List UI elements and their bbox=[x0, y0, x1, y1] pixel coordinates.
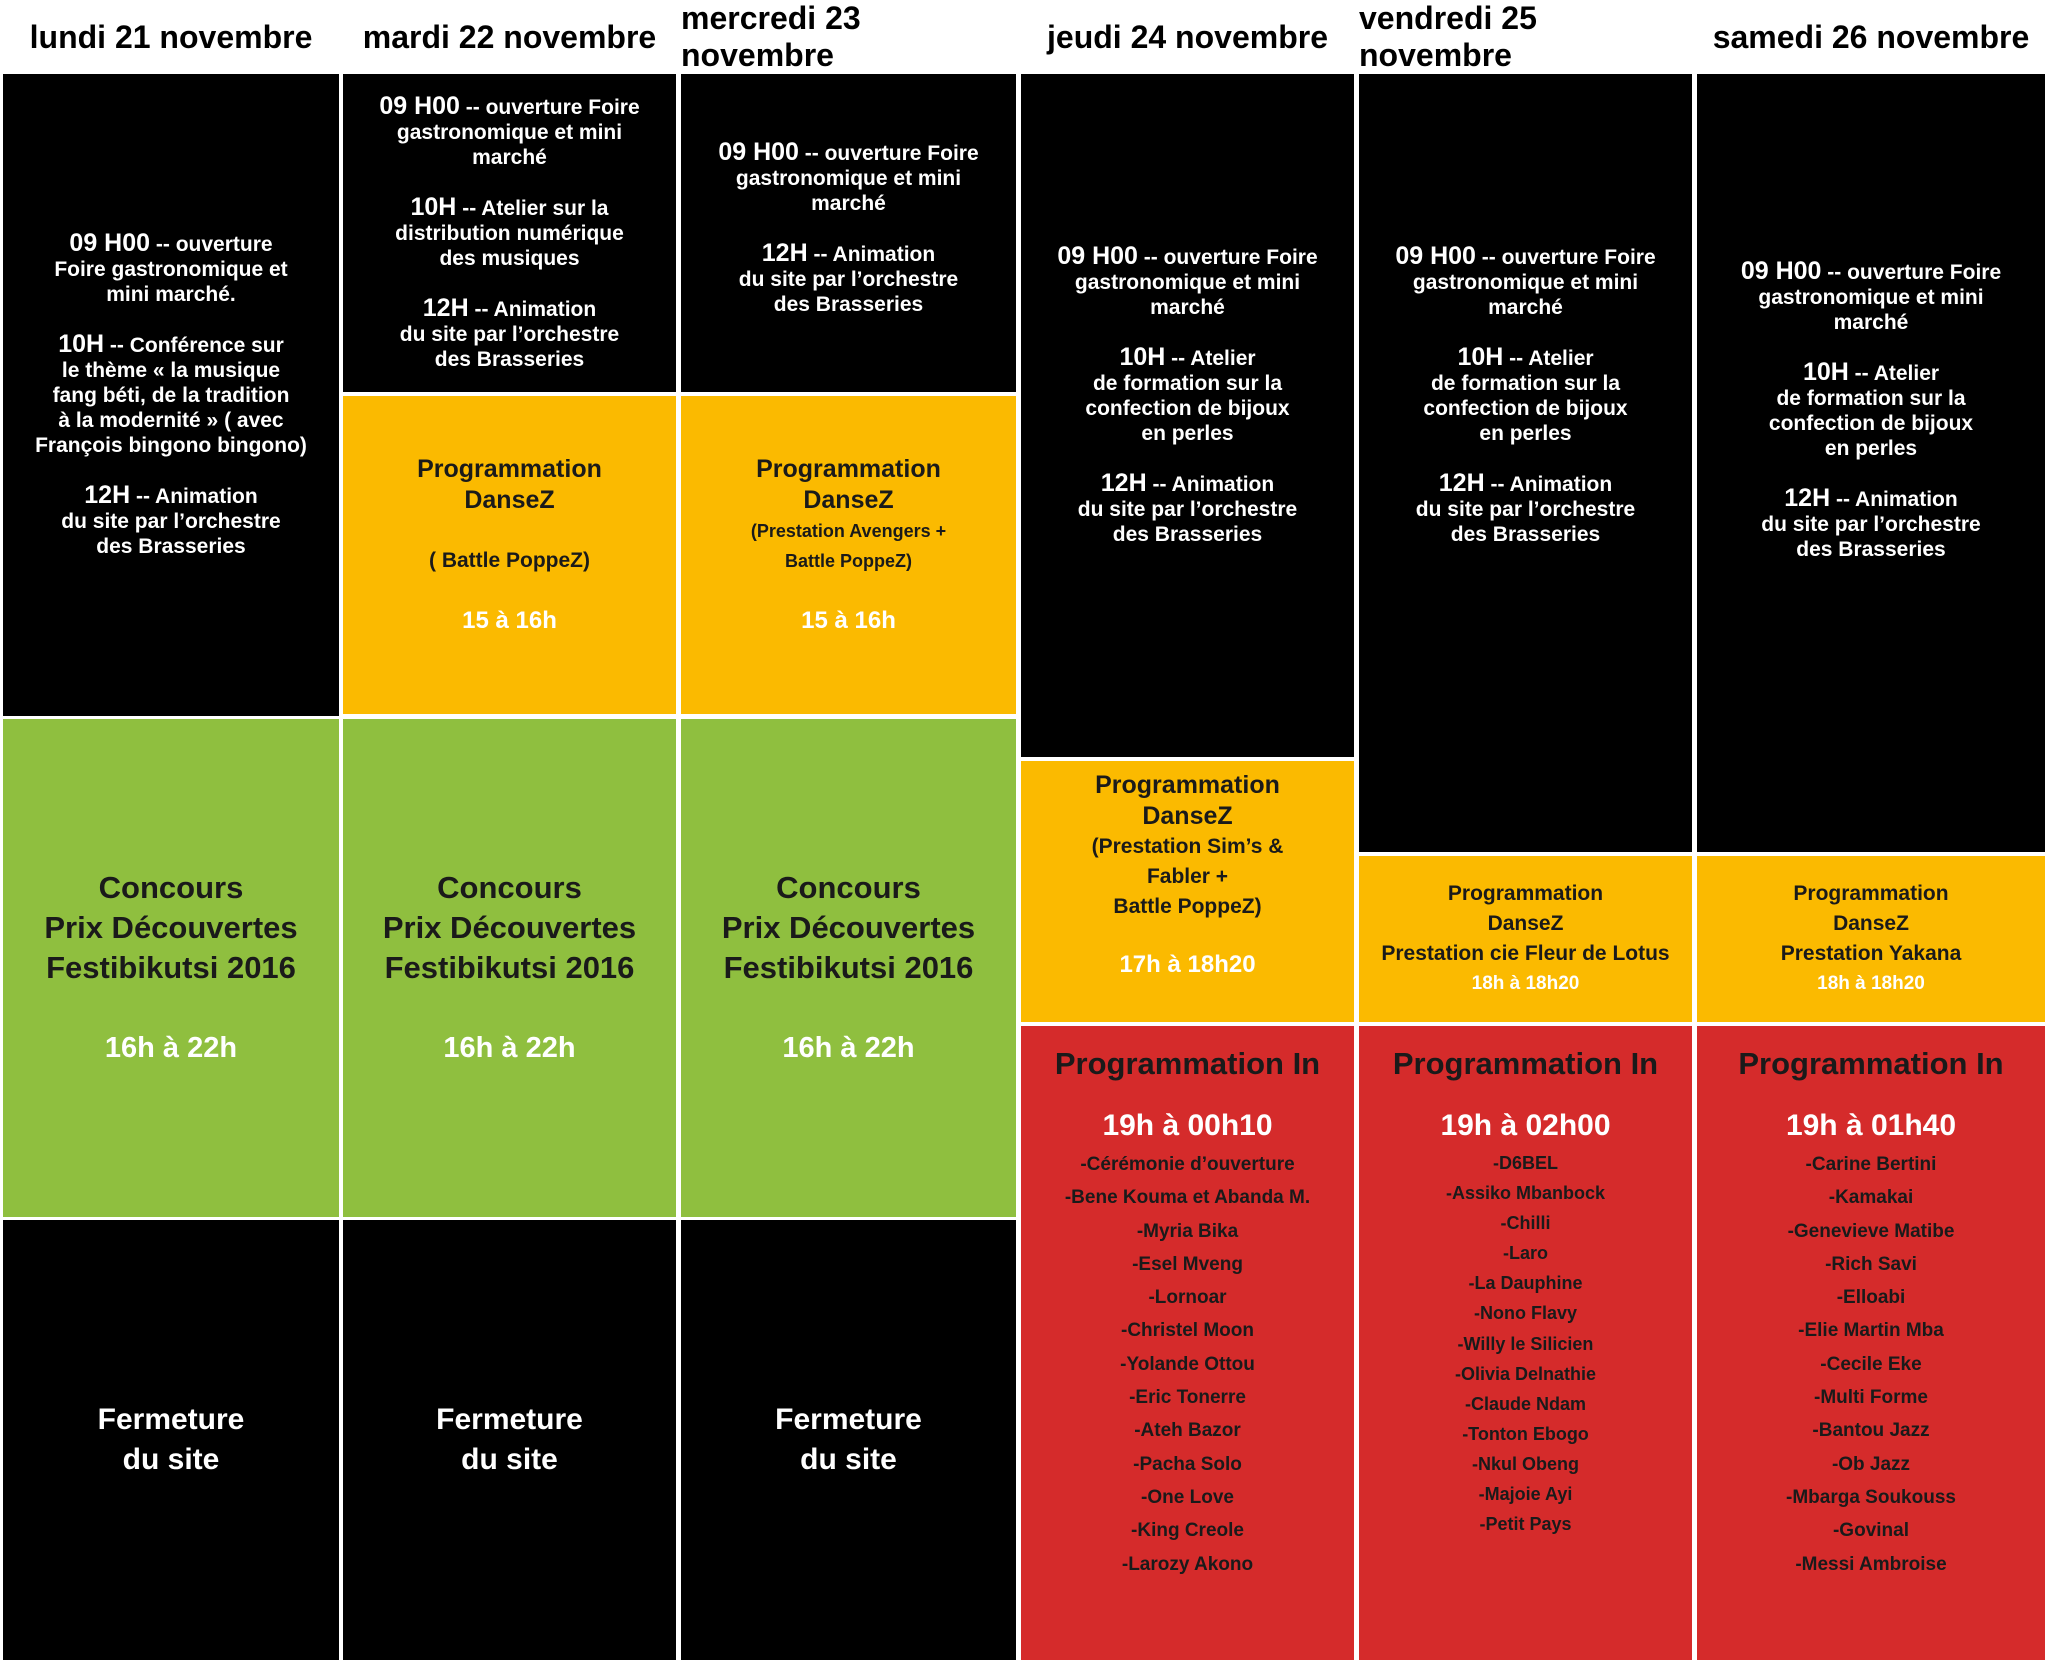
fermeture-block-wed: Fermeture du site bbox=[681, 1220, 1016, 1660]
act-item: -Bantou Jazz bbox=[1812, 1420, 1930, 1442]
act-item: -Ateh Bazor bbox=[1134, 1420, 1241, 1442]
act-item: -Carine Bertini bbox=[1805, 1154, 1937, 1175]
act-item: -Nono Flavy bbox=[1473, 1303, 1577, 1324]
morning-schedule-tue: 09 H00 -- ouverture Foire gastronomique … bbox=[343, 74, 676, 392]
morning-schedule-wed: 09 H00 -- ouverture Foire gastronomique … bbox=[681, 74, 1016, 392]
day-header-tue: mardi 22 novembre bbox=[343, 3, 676, 71]
day-header-sat: samedi 26 novembre bbox=[1697, 3, 2045, 71]
day-header-wed: mercredi 23 novembre bbox=[681, 0, 1016, 73]
act-item: -Cecile Eke bbox=[1820, 1353, 1922, 1375]
act-item: -Elloabi bbox=[1836, 1287, 1906, 1309]
act-item: -Petit Pays bbox=[1479, 1514, 1572, 1535]
programmation-in-sat: Programmation In 19h à 01h40 -Carine Ber… bbox=[1697, 1026, 2045, 1660]
concours-block-tue: Concours Prix Découvertes Festibikutsi 2… bbox=[343, 719, 676, 1217]
act-item: -Bene Kouma et Abanda M. bbox=[1064, 1187, 1311, 1209]
act-item: -Tonton Ebogo bbox=[1462, 1423, 1589, 1444]
act-item: -Assiko Mbanbock bbox=[1445, 1183, 1606, 1204]
act-item: -Elie Martin Mba bbox=[1798, 1320, 1944, 1342]
act-item: -Multi Forme bbox=[1814, 1387, 1928, 1409]
act-item: -Olivia Delnathie bbox=[1454, 1363, 1597, 1384]
morning-schedule-fri: 09 H00 -- ouverture Foire gastronomique … bbox=[1359, 74, 1692, 852]
act-item: -Ob Jazz bbox=[1831, 1453, 1911, 1475]
act-item: -Esel Mveng bbox=[1132, 1253, 1243, 1275]
programmation-in-thu: Programmation In 19h à 00h10 -Cérémonie … bbox=[1021, 1026, 1354, 1660]
act-item: -Larozy Akono bbox=[1121, 1553, 1254, 1575]
act-item: -Rich Savi bbox=[1825, 1253, 1917, 1275]
act-item: -Messi Ambroise bbox=[1795, 1553, 1947, 1575]
programmation-in-fri: Programmation In 19h à 02h00 -D6BEL -Ass… bbox=[1359, 1026, 1692, 1660]
act-item: -Eric Tonerre bbox=[1129, 1387, 1246, 1409]
day-header-fri: vendredi 25 novembre bbox=[1359, 0, 1692, 73]
danse-block-tue: Programmation DanseZ ( Battle PoppeZ) 15… bbox=[343, 396, 676, 714]
act-item: -Cérémonie d’ouverture bbox=[1080, 1154, 1295, 1175]
act-item: -Kamakai bbox=[1828, 1187, 1914, 1209]
act-item: -Pacha Solo bbox=[1133, 1453, 1242, 1475]
act-item: -Genevieve Matibe bbox=[1787, 1220, 1955, 1242]
act-item: -Claude Ndam bbox=[1464, 1393, 1587, 1414]
act-item: -Mbarga Soukouss bbox=[1786, 1486, 1956, 1508]
day-header-thu: jeudi 24 novembre bbox=[1021, 3, 1354, 71]
act-item: -D6BEL bbox=[1492, 1153, 1558, 1173]
morning-schedule-thu: 09 H00 -- ouverture Foire gastronomique … bbox=[1021, 74, 1354, 757]
day-header-mon: lundi 21 novembre bbox=[3, 3, 339, 71]
act-item: -Lornoar bbox=[1148, 1287, 1227, 1309]
act-item: -Yolande Ottou bbox=[1120, 1353, 1255, 1375]
act-item: -Chilli bbox=[1500, 1213, 1551, 1234]
act-item: -La Dauphine bbox=[1468, 1273, 1583, 1294]
act-item: -Willy le Silicien bbox=[1457, 1333, 1594, 1354]
act-item: -Myria Bika bbox=[1136, 1220, 1239, 1242]
danse-block-wed: Programmation DanseZ (Prestation Avenger… bbox=[681, 396, 1016, 714]
danse-block-thu: Programmation DanseZ (Prestation Sim’s &… bbox=[1021, 761, 1354, 1022]
act-item: -Nkul Obeng bbox=[1472, 1453, 1579, 1474]
act-item: -Majoie Ayi bbox=[1478, 1484, 1573, 1505]
act-item: -King Creole bbox=[1131, 1520, 1244, 1542]
concours-block-wed: Concours Prix Découvertes Festibikutsi 2… bbox=[681, 719, 1016, 1217]
morning-schedule-sat: 09 H00 -- ouverture Foire gastronomique … bbox=[1697, 74, 2045, 852]
morning-schedule-mon: 09 H00 -- ouverture Foire gastronomique … bbox=[3, 74, 339, 716]
act-item: -Laro bbox=[1503, 1243, 1548, 1264]
act-item: -One Love bbox=[1141, 1486, 1234, 1508]
danse-block-fri: Programmation DanseZ Prestation cie Fleu… bbox=[1359, 856, 1692, 1022]
act-item: -Govinal bbox=[1832, 1520, 1909, 1542]
fermeture-block-mon: Fermeture du site bbox=[3, 1220, 339, 1660]
danse-block-sat: Programmation DanseZ Prestation Yakana 1… bbox=[1697, 856, 2045, 1022]
fermeture-block-tue: Fermeture du site bbox=[343, 1220, 676, 1660]
act-item: -Christel Moon bbox=[1121, 1320, 1254, 1342]
concours-block-mon: Concours Prix Découvertes Festibikutsi 2… bbox=[3, 719, 339, 1217]
